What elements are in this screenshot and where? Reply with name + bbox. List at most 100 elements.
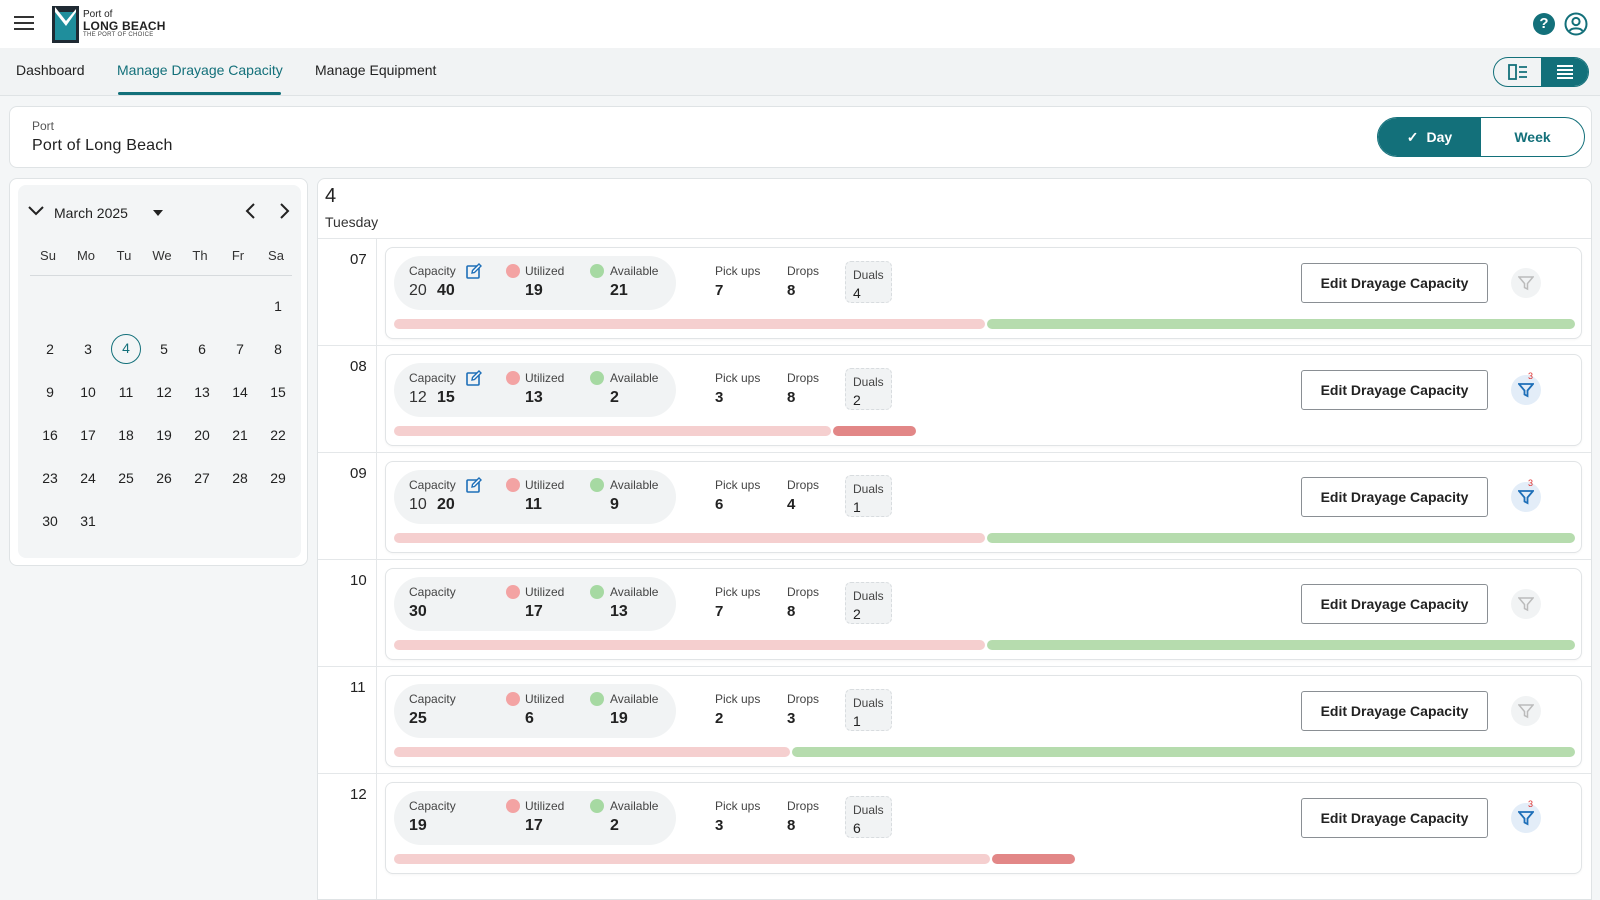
available-dot-icon	[590, 371, 604, 385]
calendar-day[interactable]: 7	[236, 341, 244, 357]
calendar-day[interactable]: 16	[42, 427, 58, 443]
calendar-day[interactable]: 1	[274, 298, 282, 314]
calendar-day[interactable]: 24	[80, 470, 96, 486]
capacity-value: 25	[409, 710, 427, 727]
calendar-day[interactable]: 26	[156, 470, 172, 486]
capacity-progress-bar	[394, 640, 1575, 650]
capacity-progress-bar	[394, 533, 1575, 543]
available-bar-segment	[987, 319, 1575, 329]
calendar-day[interactable]: 6	[198, 341, 206, 357]
tab-dashboard[interactable]: Dashboard	[16, 62, 85, 78]
capacity-progress-bar	[394, 747, 1575, 757]
edit-drayage-capacity-button[interactable]: Edit Drayage Capacity	[1301, 370, 1488, 410]
utilized-label: Utilized	[525, 585, 565, 599]
calendar-day[interactable]: 8	[274, 341, 282, 357]
hour-label: 12	[350, 786, 367, 803]
calendar-day-selected[interactable]: 4	[111, 334, 141, 364]
pickups-label: Pick ups	[715, 478, 761, 492]
calendar-day[interactable]: 31	[80, 513, 96, 529]
capacity-card: Capacity 12 15 Utilized 13 Available 2 Pick ups…	[385, 354, 1582, 446]
hour-column	[318, 238, 377, 899]
drops-label: Drops	[787, 371, 820, 385]
calendar-day[interactable]: 18	[118, 427, 134, 443]
available-value: 21	[610, 282, 628, 299]
calendar-day[interactable]: 20	[194, 427, 210, 443]
tab-manage-drayage-capacity[interactable]: Manage Drayage Capacity	[117, 62, 283, 78]
available-value: 13	[610, 603, 628, 620]
capacity-summary-pill: Capacity 20 40 Utilized 19 Available 21	[394, 256, 676, 310]
edit-drayage-capacity-button[interactable]: Edit Drayage Capacity	[1301, 263, 1488, 303]
previous-capacity-value: 12	[409, 389, 427, 406]
utilized-dot-icon	[506, 692, 520, 706]
edit-capacity-icon[interactable]	[466, 263, 482, 279]
drops-label: Drops	[787, 264, 820, 278]
calendar-day[interactable]: 22	[270, 427, 286, 443]
split-view-button[interactable]	[1494, 58, 1541, 86]
calendar-day[interactable]: 29	[270, 470, 286, 486]
utilized-dot-icon	[506, 371, 520, 385]
filter-icon	[1518, 810, 1534, 826]
filter-button[interactable]	[1511, 268, 1541, 298]
utilized-label: Utilized	[525, 478, 565, 492]
month-dropdown-icon[interactable]	[153, 210, 163, 216]
chevron-down-icon[interactable]	[28, 203, 44, 219]
hour-row: 10 Capacity 30 Utilized 17 Available 13 Pick up…	[318, 559, 1591, 666]
hour-label: 07	[350, 251, 367, 268]
port-field-value[interactable]: Port of Long Beach	[32, 137, 173, 154]
calendar-day[interactable]: 13	[194, 384, 210, 400]
calendar-day[interactable]: 30	[42, 513, 58, 529]
calendar-day[interactable]: 23	[42, 470, 58, 486]
calendar-day[interactable]: 21	[232, 427, 248, 443]
capacity-value: 15	[437, 389, 455, 406]
menu-icon[interactable]	[14, 16, 34, 30]
calendar-day[interactable]: 11	[118, 384, 134, 400]
filter-count-badge: 3	[1528, 478, 1534, 488]
available-label: Available	[610, 692, 659, 706]
chevron-left-icon[interactable]	[243, 203, 259, 219]
filter-button[interactable]	[1511, 696, 1541, 726]
calendar-month-label[interactable]: March 2025	[54, 205, 128, 221]
capacity-card: Capacity 25 Utilized 6 Available 19 Pick ups 2 D…	[385, 675, 1582, 767]
previous-capacity-value: 10	[409, 496, 427, 513]
active-tab-indicator	[118, 92, 281, 95]
edit-drayage-capacity-button[interactable]: Edit Drayage Capacity	[1301, 691, 1488, 731]
utilized-bar-segment	[394, 319, 985, 329]
tab-manage-equipment[interactable]: Manage Equipment	[315, 62, 437, 78]
filter-button[interactable]: 3	[1511, 371, 1541, 405]
calendar-day[interactable]: 28	[232, 470, 248, 486]
edit-drayage-capacity-button[interactable]: Edit Drayage Capacity	[1301, 477, 1488, 517]
filter-button[interactable]: 3	[1511, 799, 1541, 833]
edit-capacity-icon[interactable]	[466, 477, 482, 493]
capacity-label: Capacity	[409, 264, 456, 278]
pickups-label: Pick ups	[715, 692, 761, 706]
pickups-value: 7	[715, 603, 724, 620]
chevron-right-icon[interactable]	[276, 203, 292, 219]
calendar-day[interactable]: 10	[80, 384, 96, 400]
filter-button[interactable]	[1511, 589, 1541, 619]
user-account-icon[interactable]	[1564, 12, 1588, 36]
port-logo[interactable]: Port of LONG BEACH THE PORT OF CHOICE	[52, 5, 166, 43]
available-label: Available	[610, 264, 659, 278]
week-option[interactable]: Week	[1514, 129, 1551, 145]
calendar-day[interactable]: 2	[46, 341, 54, 357]
duals-label: Duals	[853, 696, 884, 710]
day-option[interactable]: ✓ Day	[1378, 118, 1481, 156]
calendar-day[interactable]: 17	[80, 427, 96, 443]
calendar-day[interactable]: 12	[156, 384, 172, 400]
calendar-day[interactable]: 27	[194, 470, 210, 486]
list-view-button[interactable]	[1541, 58, 1588, 86]
pickups-value: 3	[715, 817, 724, 834]
edit-drayage-capacity-button[interactable]: Edit Drayage Capacity	[1301, 798, 1488, 838]
calendar-day[interactable]: 3	[84, 341, 92, 357]
hour-row: 11 Capacity 25 Utilized 6 Available 19 Pick ups…	[318, 666, 1591, 773]
help-icon[interactable]: ?	[1533, 13, 1555, 35]
edit-drayage-capacity-button[interactable]: Edit Drayage Capacity	[1301, 584, 1488, 624]
calendar-day[interactable]: 19	[156, 427, 172, 443]
calendar-day[interactable]: 15	[270, 384, 286, 400]
filter-button[interactable]: 3	[1511, 478, 1541, 512]
calendar-day[interactable]: 25	[118, 470, 134, 486]
calendar-day[interactable]: 9	[46, 384, 54, 400]
calendar-day[interactable]: 5	[160, 341, 168, 357]
edit-capacity-icon[interactable]	[466, 370, 482, 386]
calendar-day[interactable]: 14	[232, 384, 248, 400]
